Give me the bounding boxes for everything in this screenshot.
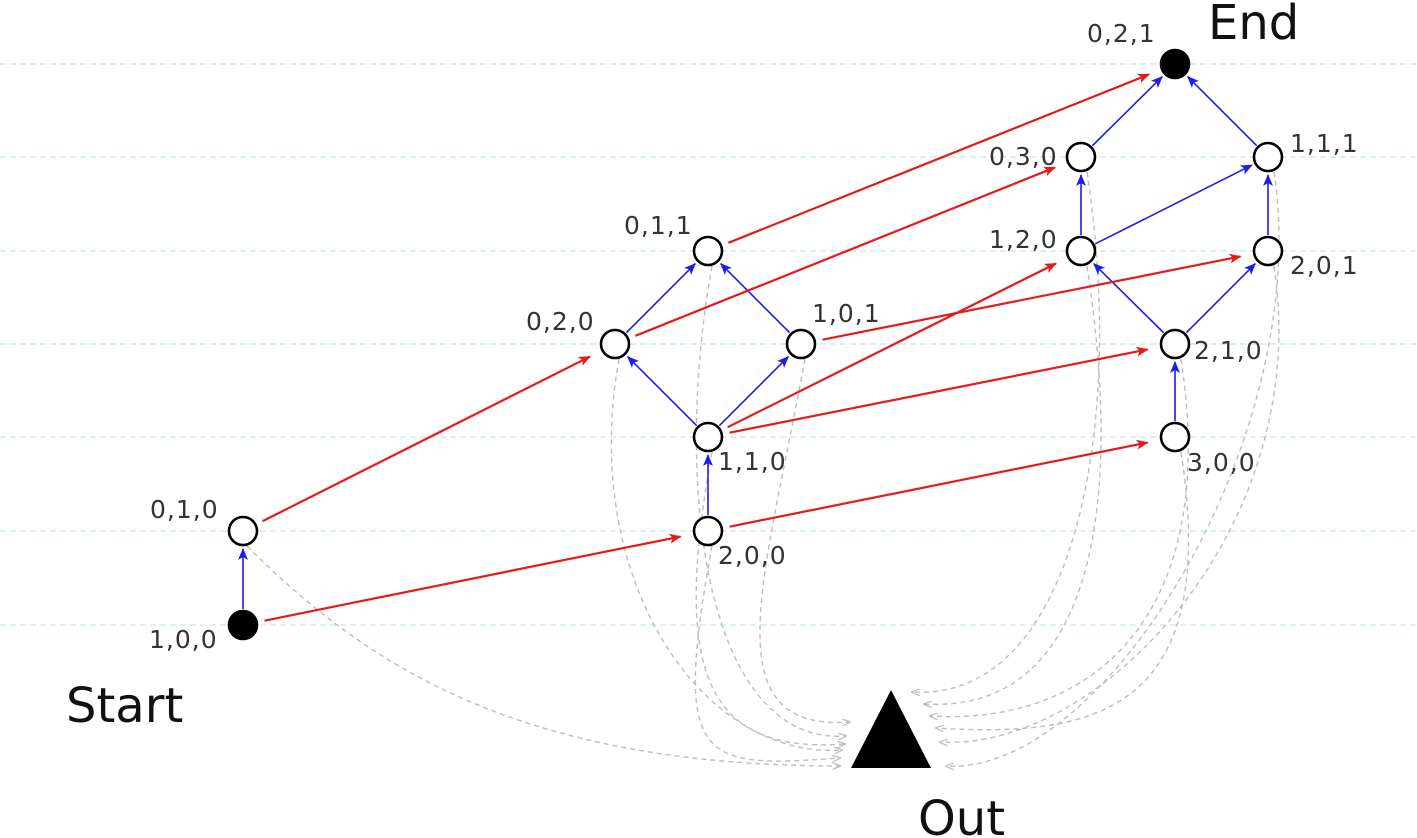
dashed-edge-n300-out xyxy=(936,451,1190,730)
node-label-n120: 1,2,0 xyxy=(989,225,1058,254)
red-edge-n011-n021 xyxy=(728,73,1150,244)
red-edge-n020-n030 xyxy=(635,166,1056,337)
dashed-edge-n011-out xyxy=(695,265,846,736)
node-n201 xyxy=(1252,235,1284,267)
blue-edge-n020-n011 xyxy=(625,263,696,334)
dashed-edge-n020-out xyxy=(610,358,842,750)
node-n021 xyxy=(1159,48,1191,80)
dashed-edge-n110-out xyxy=(695,451,845,745)
node-n030 xyxy=(1065,141,1097,173)
dashed-edge-n010-out xyxy=(246,545,840,766)
red-edge-n101-n201 xyxy=(822,253,1242,341)
node-n010 xyxy=(227,515,259,547)
blue-edge-n110-n020 xyxy=(627,356,698,427)
dashed-edge-n101-out xyxy=(759,358,850,722)
red-edge-n110-n210 xyxy=(729,346,1149,434)
node-label-n210: 2,1,0 xyxy=(1194,336,1263,365)
node-n110 xyxy=(692,421,724,453)
blue-edge-n210-n201 xyxy=(1185,263,1256,334)
nodes: 1,0,0 0,1,0 2,0,0 1,1,0 0,2,0 1,0,1 0,1,1 3,0,0… xyxy=(149,19,1359,654)
red-edge-n100-n200 xyxy=(264,533,682,622)
dashed-edge-n120-out xyxy=(924,265,1102,704)
dashed-edge-n030-out xyxy=(912,171,1101,692)
blue-edge-n111-n021 xyxy=(1187,76,1258,147)
blue-edge-n101-n011 xyxy=(720,263,791,334)
node-label-n200: 2,0,0 xyxy=(718,541,787,570)
blue-edge-n110-n101 xyxy=(718,356,789,427)
red-edge-n110-n120 xyxy=(727,262,1057,429)
node-label-n021: 0,2,1 xyxy=(1087,19,1156,48)
blue-edges xyxy=(238,75,1273,609)
red-edge-n010-n020 xyxy=(262,355,591,523)
node-n100 xyxy=(227,609,259,641)
node-n111 xyxy=(1252,141,1284,173)
red-edges xyxy=(262,73,1242,622)
node-label-n201: 2,0,1 xyxy=(1290,251,1359,280)
node-label-n101: 1,0,1 xyxy=(812,299,881,328)
node-label-n010: 0,1,0 xyxy=(150,495,219,524)
node-n020 xyxy=(599,328,631,360)
node-label-n300: 3,0,0 xyxy=(1187,448,1256,477)
node-n011 xyxy=(692,235,724,267)
dashed-edge-n201-out xyxy=(940,265,1280,742)
out-label: Out xyxy=(918,791,1005,838)
dashed-edge-n111-out xyxy=(946,171,1280,766)
node-label-n100: 1,0,0 xyxy=(149,625,218,654)
node-label-n111: 1,1,1 xyxy=(1290,129,1359,158)
blue-edge-n120-n111 xyxy=(1094,164,1253,245)
out-triangle-icon xyxy=(851,690,931,768)
dashed-edge-n210-out xyxy=(930,358,1189,717)
start-label: Start xyxy=(66,678,183,734)
end-label: End xyxy=(1208,0,1299,51)
node-label-n030: 0,3,0 xyxy=(989,142,1058,171)
dashed-edge-n200-out xyxy=(694,545,840,761)
node-n300 xyxy=(1159,421,1191,453)
node-n200 xyxy=(692,515,724,547)
blue-edge-n210-n120 xyxy=(1093,262,1165,334)
node-label-n011: 0,1,1 xyxy=(624,211,693,240)
node-n120 xyxy=(1065,235,1097,267)
blue-edge-n030-n021 xyxy=(1091,75,1163,147)
node-label-n110: 1,1,0 xyxy=(718,447,787,476)
node-n210 xyxy=(1159,328,1191,360)
node-n101 xyxy=(785,328,817,360)
node-label-n020: 0,2,0 xyxy=(526,307,595,336)
red-edge-n200-n300 xyxy=(729,439,1149,528)
